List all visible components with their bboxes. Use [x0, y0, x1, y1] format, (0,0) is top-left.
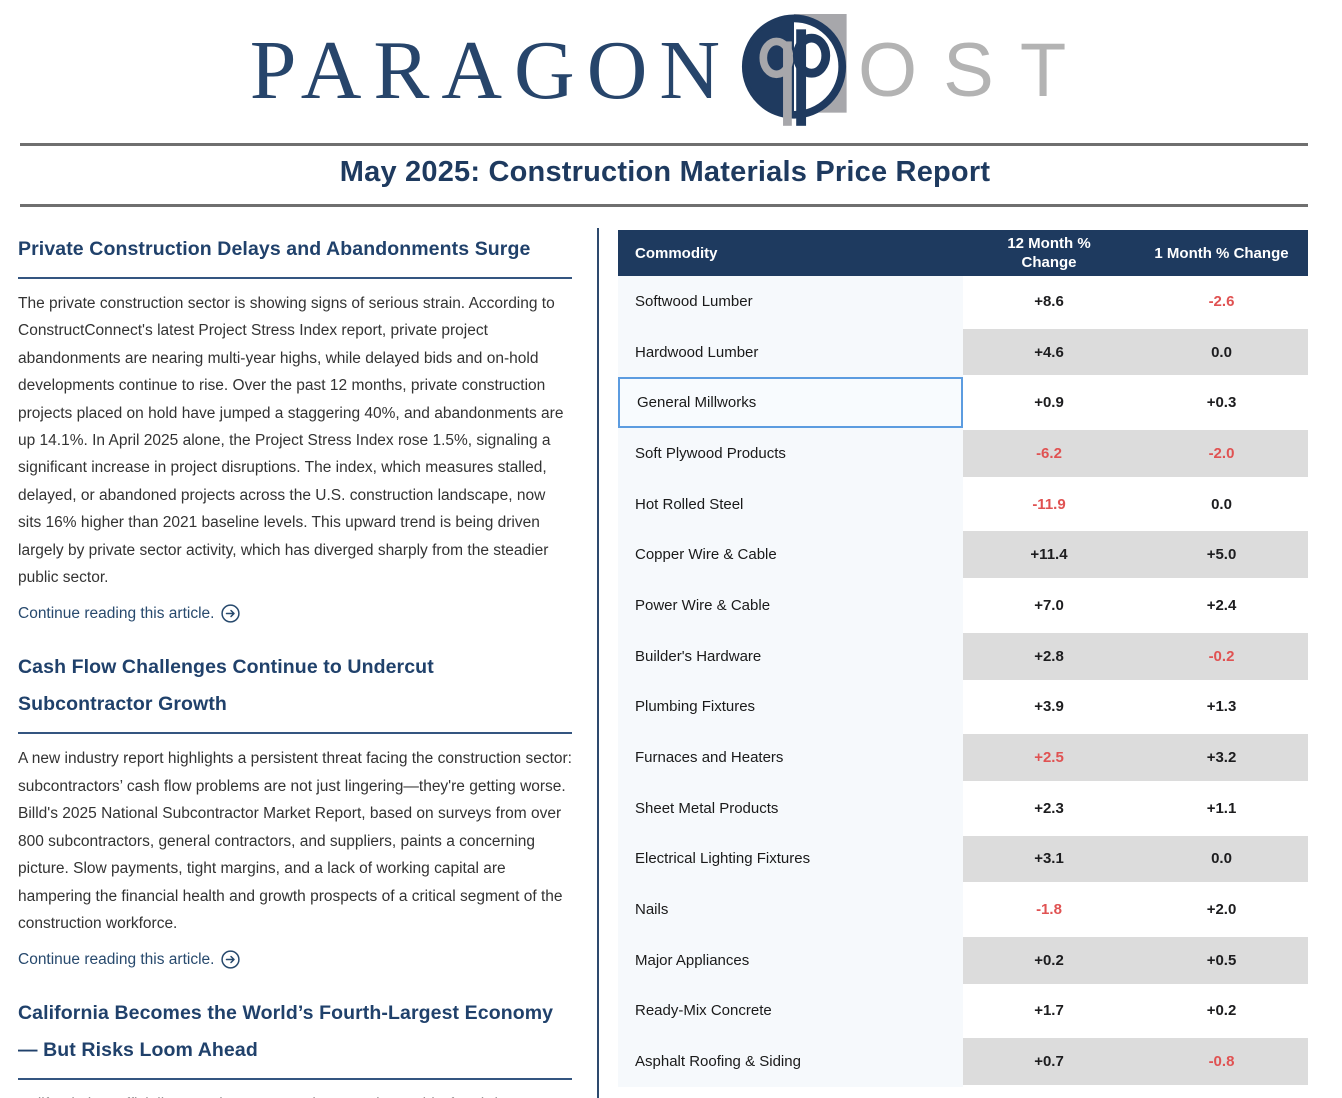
commodity-cell[interactable]: Softwood Lumber — [618, 276, 963, 327]
pp-monogram-icon — [741, 14, 847, 126]
12-month-change-cell[interactable]: +3.9 — [1034, 698, 1064, 716]
title-divider — [20, 204, 1308, 207]
12-month-change-cell[interactable]: -11.9 — [1032, 495, 1066, 513]
table-row: Plumbing Fixtures +3.9 +1.3 — [618, 681, 1308, 733]
header-1-month-change: 1 Month % Change — [1154, 244, 1289, 262]
12-month-change-cell[interactable]: -1.8 — [1036, 901, 1062, 919]
top-divider — [20, 143, 1308, 146]
1-month-change-cell[interactable]: 0.0 — [1135, 833, 1308, 885]
table-row: Copper Wire & Cable +11.4 +5.0 — [618, 529, 1308, 581]
article-cash-flow: Cash Flow Challenges Continue to Undercu… — [18, 649, 572, 969]
table-row: Furnaces and Heaters +2.5 +3.2 — [618, 732, 1308, 783]
12-month-change-cell[interactable]: +0.9 — [1034, 394, 1064, 412]
article-body: A new industry report highlights a persi… — [18, 750, 572, 932]
1-month-change-cell[interactable]: +0.3 — [1206, 394, 1237, 412]
12-month-change-cell[interactable]: +3.1 — [963, 833, 1135, 885]
header-12-month-change: 12 Month % Change — [1007, 235, 1091, 271]
table-header-row: Commodity 12 Month % Change 1 Month % Ch… — [618, 230, 1308, 276]
article-title: California Becomes the World’s Fourth-La… — [18, 1002, 554, 1062]
article-body: The private construction sector is showi… — [18, 295, 564, 587]
column-divider — [597, 228, 599, 1098]
table-row: Electrical Lighting Fixtures +3.1 0.0 — [618, 833, 1308, 885]
commodity-cell[interactable]: Hot Rolled Steel — [618, 478, 963, 530]
12-month-change-cell[interactable]: +0.7 — [963, 1036, 1135, 1087]
commodity-cell[interactable]: Major Appliances — [618, 934, 963, 986]
continue-reading-label: Continue reading this article. — [18, 950, 215, 968]
12-month-change-cell[interactable]: +2.3 — [1034, 799, 1064, 817]
table-row: Sheet Metal Products +2.3 +1.1 — [618, 782, 1308, 834]
12-month-change-cell[interactable]: +4.6 — [963, 326, 1135, 378]
masthead: PARAGON OST — [0, 8, 1342, 134]
article-title: Private Construction Delays and Abandonm… — [18, 238, 531, 260]
article-california-economy: California Becomes the World’s Fourth-La… — [18, 995, 572, 1098]
1-month-change-cell[interactable]: +0.5 — [1135, 934, 1308, 986]
commodity-cell[interactable]: Copper Wire & Cable — [618, 529, 963, 581]
1-month-change-cell[interactable]: +5.0 — [1135, 529, 1308, 581]
commodity-cell[interactable]: Builder's Hardware — [618, 630, 963, 682]
table-row: Builder's Hardware +2.8 -0.2 — [618, 630, 1308, 682]
commodity-cell[interactable]: Furnaces and Heaters — [618, 732, 963, 783]
1-month-change-cell[interactable]: +1.3 — [1206, 698, 1237, 716]
logo-text-paragon: PARAGON — [249, 24, 733, 117]
continue-reading-link[interactable]: Continue reading this article. — [18, 604, 241, 624]
commodity-cell[interactable]: Nails — [618, 884, 963, 935]
commodity-cell[interactable]: Plumbing Fixtures — [618, 681, 963, 733]
circle-arrow-right-icon — [221, 950, 241, 969]
12-month-change-cell[interactable]: +11.4 — [963, 529, 1135, 581]
commodity-cell[interactable]: Power Wire & Cable — [618, 580, 963, 631]
1-month-change-cell[interactable]: 0.0 — [1211, 495, 1232, 513]
table-row: Power Wire & Cable +7.0 +2.4 — [618, 580, 1308, 631]
1-month-change-cell[interactable]: -2.0 — [1135, 428, 1308, 479]
header-commodity: Commodity — [635, 244, 718, 262]
article-private-construction: Private Construction Delays and Abandonm… — [18, 231, 572, 624]
1-month-change-cell[interactable]: -0.8 — [1135, 1036, 1308, 1087]
table-row: Softwood Lumber +8.6 -2.6 — [618, 276, 1308, 327]
article-title: Cash Flow Challenges Continue to Undercu… — [18, 656, 434, 716]
article-title-rule — [18, 277, 572, 279]
commodity-price-table: Commodity 12 Month % Change 1 Month % Ch… — [618, 230, 1308, 1087]
commodity-cell-selected[interactable]: General Millworks — [618, 377, 963, 429]
1-month-change-cell[interactable]: +0.2 — [1206, 1002, 1237, 1020]
article-title-rule — [18, 732, 572, 735]
table-row: Asphalt Roofing & Siding +0.7 -0.8 — [618, 1036, 1308, 1087]
1-month-change-cell[interactable]: +3.2 — [1135, 732, 1308, 783]
1-month-change-cell[interactable]: -2.6 — [1208, 292, 1235, 310]
1-month-change-cell[interactable]: -0.2 — [1135, 630, 1308, 682]
table-row: Soft Plywood Products -6.2 -2.0 — [618, 428, 1308, 479]
table-body: Softwood Lumber +8.6 -2.6 Hardwood Lumber +4… — [618, 276, 1308, 1087]
12-month-change-cell[interactable]: +2.5 — [963, 732, 1135, 783]
table-row: Hardwood Lumber +4.6 0.0 — [618, 326, 1308, 378]
commodity-cell[interactable]: Asphalt Roofing & Siding — [618, 1036, 963, 1087]
12-month-change-cell[interactable]: -6.2 — [963, 428, 1135, 479]
circle-arrow-right-icon — [221, 604, 241, 624]
continue-reading-link[interactable]: Continue reading this article. — [18, 950, 241, 969]
table-row: Major Appliances +0.2 +0.5 — [618, 934, 1308, 986]
commodity-cell[interactable]: Ready-Mix Concrete — [618, 985, 963, 1037]
12-month-change-cell[interactable]: +1.7 — [1034, 1002, 1064, 1020]
paragon-post-logo: PARAGON OST — [250, 14, 1093, 128]
table-row: General Millworks +0.9 +0.3 — [618, 377, 1308, 429]
commodity-cell[interactable]: Soft Plywood Products — [618, 428, 963, 479]
commodity-cell[interactable]: Electrical Lighting Fixtures — [618, 833, 963, 885]
table-row: Ready-Mix Concrete +1.7 +0.2 — [618, 985, 1308, 1037]
table-row: Hot Rolled Steel -11.9 0.0 — [618, 478, 1308, 530]
table-row: Nails -1.8 +2.0 — [618, 884, 1308, 935]
continue-reading-label: Continue reading this article. — [18, 604, 215, 622]
12-month-change-cell[interactable]: +7.0 — [1034, 596, 1064, 614]
1-month-change-cell[interactable]: +1.1 — [1206, 799, 1237, 817]
articles-column: Private Construction Delays and Abandonm… — [18, 231, 572, 1098]
12-month-change-cell[interactable]: +2.8 — [963, 630, 1135, 682]
commodity-cell[interactable]: Sheet Metal Products — [618, 782, 963, 834]
article-body: California has officially overtaken Japa… — [18, 1091, 572, 1098]
commodity-cell[interactable]: Hardwood Lumber — [618, 326, 963, 378]
12-month-change-cell[interactable]: +0.2 — [963, 934, 1135, 986]
logo-text-ost: OST — [858, 28, 1093, 113]
1-month-change-cell[interactable]: +2.4 — [1206, 596, 1237, 614]
page-title: May 2025: Construction Materials Price R… — [339, 156, 991, 188]
1-month-change-cell[interactable]: 0.0 — [1135, 326, 1308, 378]
12-month-change-cell[interactable]: +8.6 — [1034, 292, 1064, 310]
article-title-rule — [18, 1078, 572, 1081]
1-month-change-cell[interactable]: +2.0 — [1206, 901, 1237, 919]
